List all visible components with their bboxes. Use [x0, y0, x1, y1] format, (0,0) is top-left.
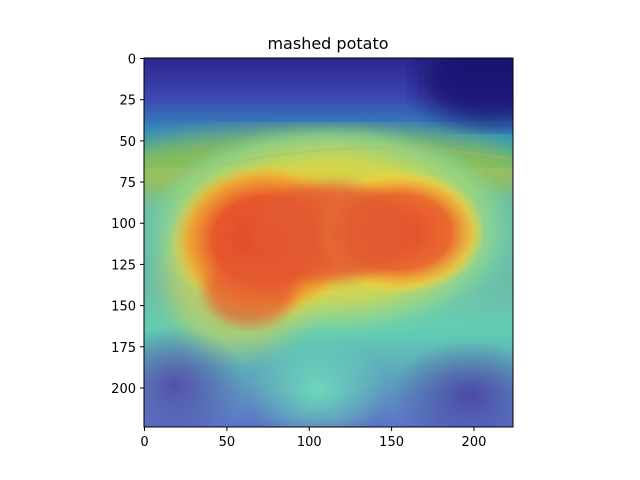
y-tick-label: 150: [111, 300, 136, 315]
y-tick-label: 125: [111, 258, 136, 273]
x-tick-label: 50: [219, 435, 236, 450]
axes-frame: [143, 57, 514, 428]
y-tick-label: 25: [119, 94, 136, 109]
y-tick-label: 75: [119, 176, 136, 191]
x-axis: 0 50 100 150 200: [140, 427, 486, 450]
y-tick-label: 50: [119, 135, 136, 150]
x-tick-label: 150: [379, 435, 404, 450]
y-tick-label: 100: [111, 217, 136, 232]
x-tick-label: 200: [462, 435, 487, 450]
heatmap-image: [144, 58, 513, 427]
y-tick-label: 200: [111, 382, 136, 397]
y-tick-label: 0: [128, 53, 136, 68]
y-tick-label: 175: [111, 341, 136, 356]
x-tick-label: 0: [140, 435, 148, 450]
chart-title: mashed potato: [267, 34, 388, 53]
x-tick-label: 100: [297, 435, 322, 450]
y-axis: 0 25 50 75 100 125 150 175 200: [111, 53, 144, 397]
